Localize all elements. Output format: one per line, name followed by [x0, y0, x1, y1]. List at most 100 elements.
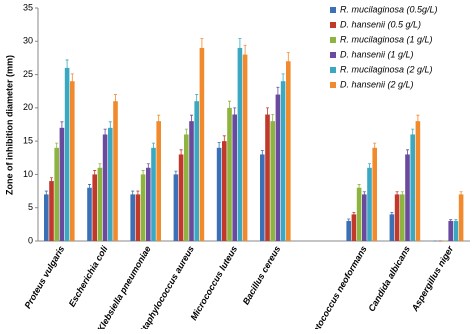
bar: [394, 194, 400, 241]
x-tick-label: Candida albicans: [366, 244, 412, 313]
error-bar: [217, 142, 221, 154]
y-tick-label: 15: [23, 136, 33, 146]
error-bar: [179, 149, 183, 160]
error-bar: [108, 121, 112, 135]
error-bar: [65, 59, 69, 77]
y-axis-label: Zone of inhibition diameter (mm): [4, 55, 14, 195]
bar: [130, 194, 135, 241]
x-tick-label: Aspergillus niger: [409, 244, 455, 314]
bar: [151, 147, 156, 241]
error-bar: [362, 191, 366, 198]
error-bar: [260, 150, 264, 159]
legend-label: D. hansenii (1 g/L): [340, 49, 414, 59]
error-bar: [347, 218, 351, 224]
legend-swatch: [330, 37, 336, 43]
legend-label: R. mucilaginosa (0.5g/L): [340, 4, 438, 14]
error-bar: [103, 128, 107, 141]
error-bar: [395, 191, 399, 198]
error-bar: [131, 190, 135, 199]
bar: [356, 187, 362, 241]
bar: [448, 221, 453, 241]
bar: [410, 134, 415, 241]
error-bar: [454, 219, 458, 223]
bar: [194, 101, 199, 241]
y-tick-label: 35: [23, 2, 33, 12]
error-bar: [400, 191, 404, 198]
bar: [97, 167, 103, 241]
legend-swatch: [330, 22, 336, 28]
bar: [260, 154, 265, 241]
error-bar: [222, 135, 226, 147]
error-bar: [141, 170, 145, 179]
bar: [54, 147, 59, 241]
y-tick-label: 25: [23, 69, 33, 79]
error-bar: [368, 163, 371, 173]
error-bar: [146, 163, 150, 173]
bar: [372, 147, 377, 241]
bar: [59, 127, 65, 241]
error-bar: [93, 170, 97, 179]
error-bar: [55, 142, 59, 153]
bar: [265, 114, 270, 241]
error-bar: [276, 86, 280, 103]
error-bar: [243, 44, 247, 65]
bar: [87, 187, 92, 241]
bar: [140, 174, 146, 241]
error-bar: [459, 191, 463, 198]
bar: [189, 121, 194, 241]
x-tick-label: Bacillus cereus: [241, 244, 283, 306]
error-bar: [228, 100, 231, 115]
bar: [113, 101, 118, 241]
bar: [44, 194, 49, 241]
error-bar: [286, 52, 290, 71]
error-bar: [98, 163, 102, 173]
legend-label: R. mucilaginosa (2 g/L): [340, 64, 433, 74]
bar: [286, 61, 291, 241]
legend-label: R. mucilaginosa (1 g/L): [340, 34, 433, 44]
error-bar: [238, 38, 242, 58]
bar: [156, 121, 161, 241]
bar: [108, 127, 113, 241]
error-bar: [190, 114, 193, 128]
error-bar: [357, 184, 361, 192]
bar: [351, 214, 357, 241]
bar: [270, 121, 275, 241]
bar: [146, 167, 151, 241]
error-bar: [233, 107, 237, 122]
error-bar: [195, 94, 199, 109]
error-bar: [271, 114, 275, 129]
legend-swatch: [330, 7, 336, 13]
bar: [415, 121, 421, 241]
bar: [135, 194, 141, 241]
error-bar: [136, 190, 140, 199]
error-bar: [60, 121, 64, 135]
bar: [178, 154, 184, 241]
error-bar: [406, 149, 409, 160]
bar: [275, 94, 281, 242]
error-bar: [416, 114, 420, 128]
error-bar: [114, 94, 117, 109]
bar: [64, 67, 70, 242]
error-bar: [266, 107, 269, 122]
error-bar: [352, 211, 356, 217]
legend-label: D. hansenii (0.5 g/L): [340, 19, 421, 29]
bar: [232, 114, 237, 241]
error-bar: [157, 114, 161, 128]
x-tick-label: Micrococcus luteus: [189, 244, 240, 322]
bar: [184, 134, 189, 241]
error-bar: [88, 184, 91, 192]
error-bar: [70, 73, 74, 89]
bar: [458, 194, 464, 241]
error-bar: [152, 142, 155, 153]
error-bar: [184, 128, 188, 141]
error-bar: [449, 219, 453, 223]
legend-swatch: [330, 52, 336, 58]
bar: [367, 167, 372, 241]
x-tick-label: Cryptococcus neoformans: [303, 244, 369, 329]
bar: [70, 81, 75, 241]
bar: [453, 221, 459, 241]
legend-label: D. hansenii (2 g/L): [340, 79, 414, 89]
bar: [92, 174, 97, 241]
bar: [237, 47, 243, 241]
